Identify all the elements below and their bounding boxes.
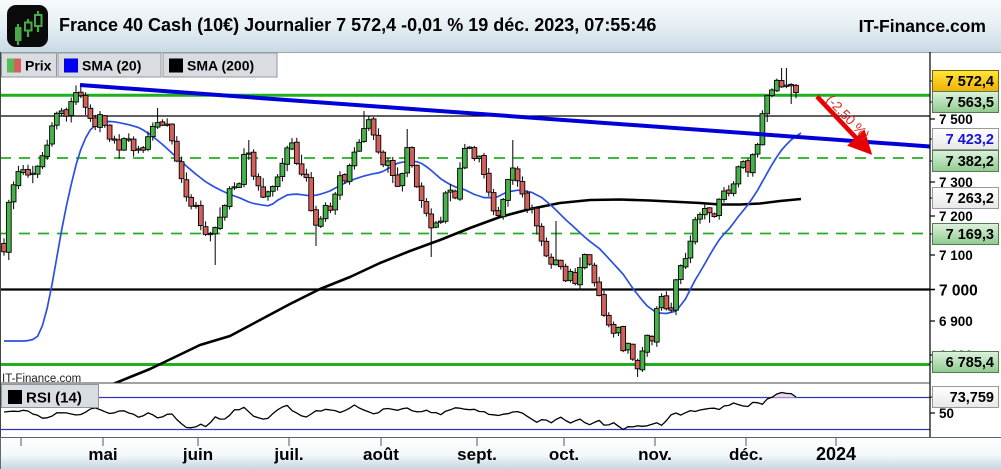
svg-text:juil.: juil. [273, 445, 303, 464]
svg-text:50: 50 [939, 406, 954, 421]
svg-text:SMA (200): SMA (200) [187, 58, 254, 74]
svg-text:7 263,2: 7 263,2 [946, 191, 994, 207]
svg-text:7 500: 7 500 [939, 112, 973, 127]
svg-text:7 572,4: 7 572,4 [946, 74, 994, 90]
svg-text:7 169,3: 7 169,3 [946, 227, 994, 243]
svg-text:7 382,2: 7 382,2 [946, 154, 994, 170]
svg-text:7 000: 7 000 [939, 283, 978, 300]
svg-text:SMA (20): SMA (20) [82, 58, 141, 74]
svg-text:sept.: sept. [457, 445, 497, 464]
svg-text:nov.: nov. [638, 445, 672, 464]
svg-text:oct.: oct. [549, 445, 579, 464]
svg-text:6 785,4: 6 785,4 [946, 355, 994, 371]
svg-text:juin: juin [182, 445, 213, 464]
svg-text:RSI (14): RSI (14) [26, 390, 82, 407]
svg-text:7 423,2: 7 423,2 [946, 132, 994, 148]
svg-text:73,759: 73,759 [950, 390, 994, 406]
svg-text:août: août [363, 445, 399, 464]
svg-text:7 200: 7 200 [939, 209, 973, 224]
svg-text:7 563,5: 7 563,5 [946, 95, 994, 111]
svg-text:mai: mai [88, 445, 117, 464]
svg-text:déc.: déc. [729, 445, 763, 464]
svg-text:7 100: 7 100 [939, 248, 973, 263]
svg-text:Prix: Prix [25, 58, 52, 74]
svg-text:6 900: 6 900 [939, 314, 973, 329]
svg-text:(-2,50 %): (-2,50 %) [823, 92, 872, 142]
svg-text:IT-Finance.com: IT-Finance.com [2, 373, 81, 385]
svg-text:2024: 2024 [816, 444, 856, 464]
svg-text:7 300: 7 300 [939, 175, 973, 190]
